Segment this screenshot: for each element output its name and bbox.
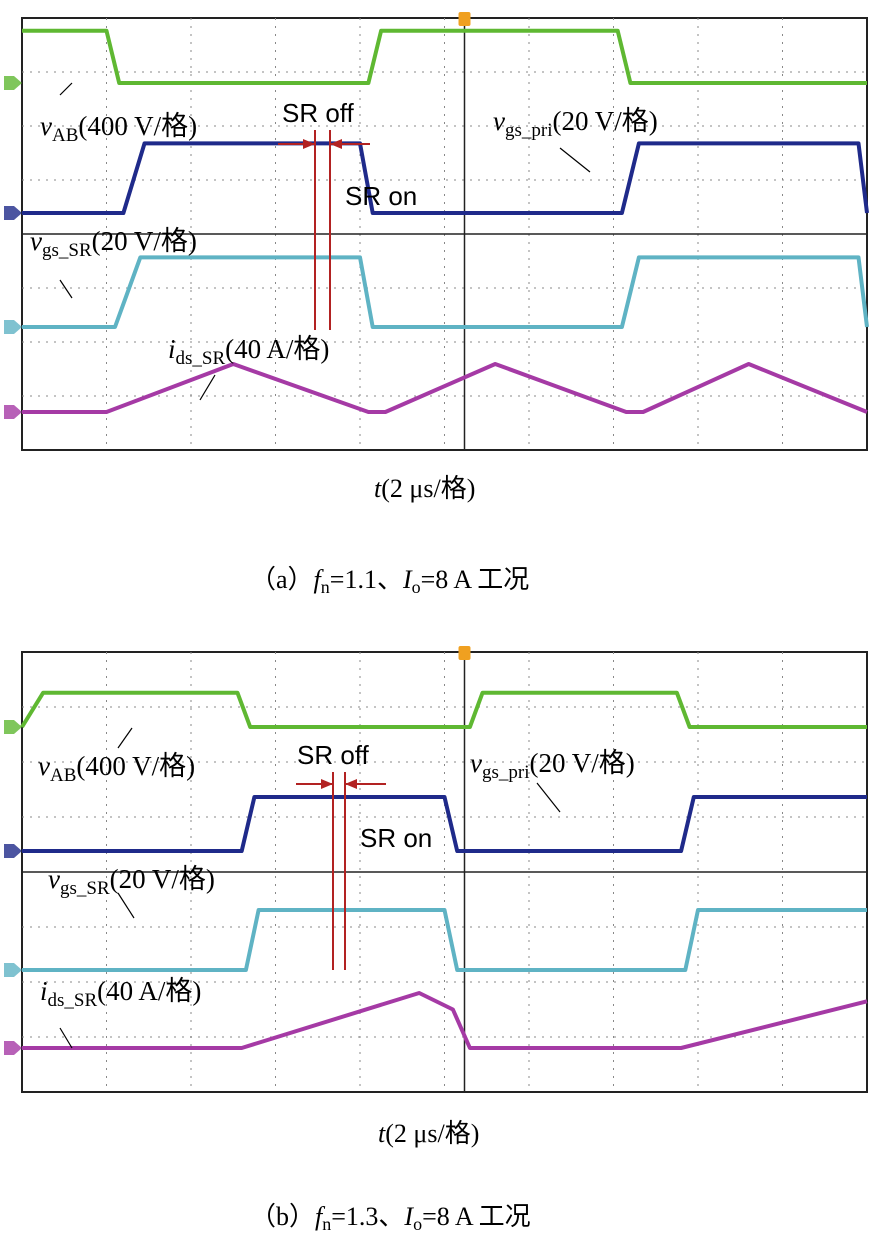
trace-vgs_pri [22, 141, 869, 215]
channel-marker-icon [4, 1041, 22, 1055]
label-ids-sr-b: ids_SR(40 A/格) [40, 976, 201, 1011]
label-ids-sr-a: ids_SR(40 A/格) [168, 334, 329, 369]
oscilloscope-panel-b: SR off SR on vAB(400 V/格) vgs_pri(20 V/格… [4, 646, 868, 1234]
label-vgs-pri-a: vgs_pri(20 V/格) [493, 106, 658, 141]
channel-marker-icon [4, 76, 22, 90]
sr-off-label-a: SR off [282, 98, 355, 128]
sr-off-label-b: SR off [297, 740, 370, 770]
trace-ids_SR [22, 362, 868, 414]
sr-on-label-a: SR on [345, 181, 417, 211]
label-vgs-pri-b: vgs_pri(20 V/格) [470, 748, 635, 783]
label-vgs-sr-a: vgs_SR(20 V/格) [30, 226, 197, 261]
oscilloscope-panel-a: SR off SR on vAB(400 V/格) vgs_pri(20 V/格… [4, 12, 869, 597]
trace-vAB [22, 28, 867, 85]
channel-marker-icon [4, 963, 22, 977]
label-vab-a: vAB(400 V/格) [40, 111, 197, 146]
sr-timing-annotation-b: SR off SR on [296, 740, 432, 970]
scope-traces-b [20, 690, 868, 1050]
channel-marker-icon [4, 405, 22, 419]
channel-marker-icon [4, 720, 22, 734]
channel-marker-icon [4, 844, 22, 858]
label-vgs-sr-b: vgs_SR(20 V/格) [48, 864, 215, 899]
sr-on-label-b: SR on [360, 823, 432, 853]
trace-vAB [20, 690, 867, 729]
channel-markers-a [4, 12, 471, 419]
sr-timing-annotation-a: SR off SR on [278, 98, 417, 330]
trace-vgs_SR [22, 908, 867, 972]
trace-ids_SR [22, 991, 868, 1050]
trigger-marker-icon [458, 12, 471, 26]
label-vab-b: vAB(400 V/格) [38, 751, 195, 786]
scope-traces-a [22, 28, 869, 414]
trigger-marker-icon [458, 646, 471, 660]
time-scale-label-b: t(2 μs/格) [378, 1119, 479, 1148]
channel-marker-icon [4, 206, 22, 220]
caption-b: （b）fn=1.3、Io=8 A 工况 [250, 1202, 531, 1234]
trace-vgs_pri [22, 795, 867, 853]
channel-marker-icon [4, 320, 22, 334]
caption-a: （a）fn=1.1、Io=8 A 工况 [250, 565, 529, 597]
channel-markers-b [4, 646, 471, 1055]
time-scale-label-a: t(2 μs/格) [374, 474, 475, 503]
trace-vgs_SR [22, 255, 869, 329]
